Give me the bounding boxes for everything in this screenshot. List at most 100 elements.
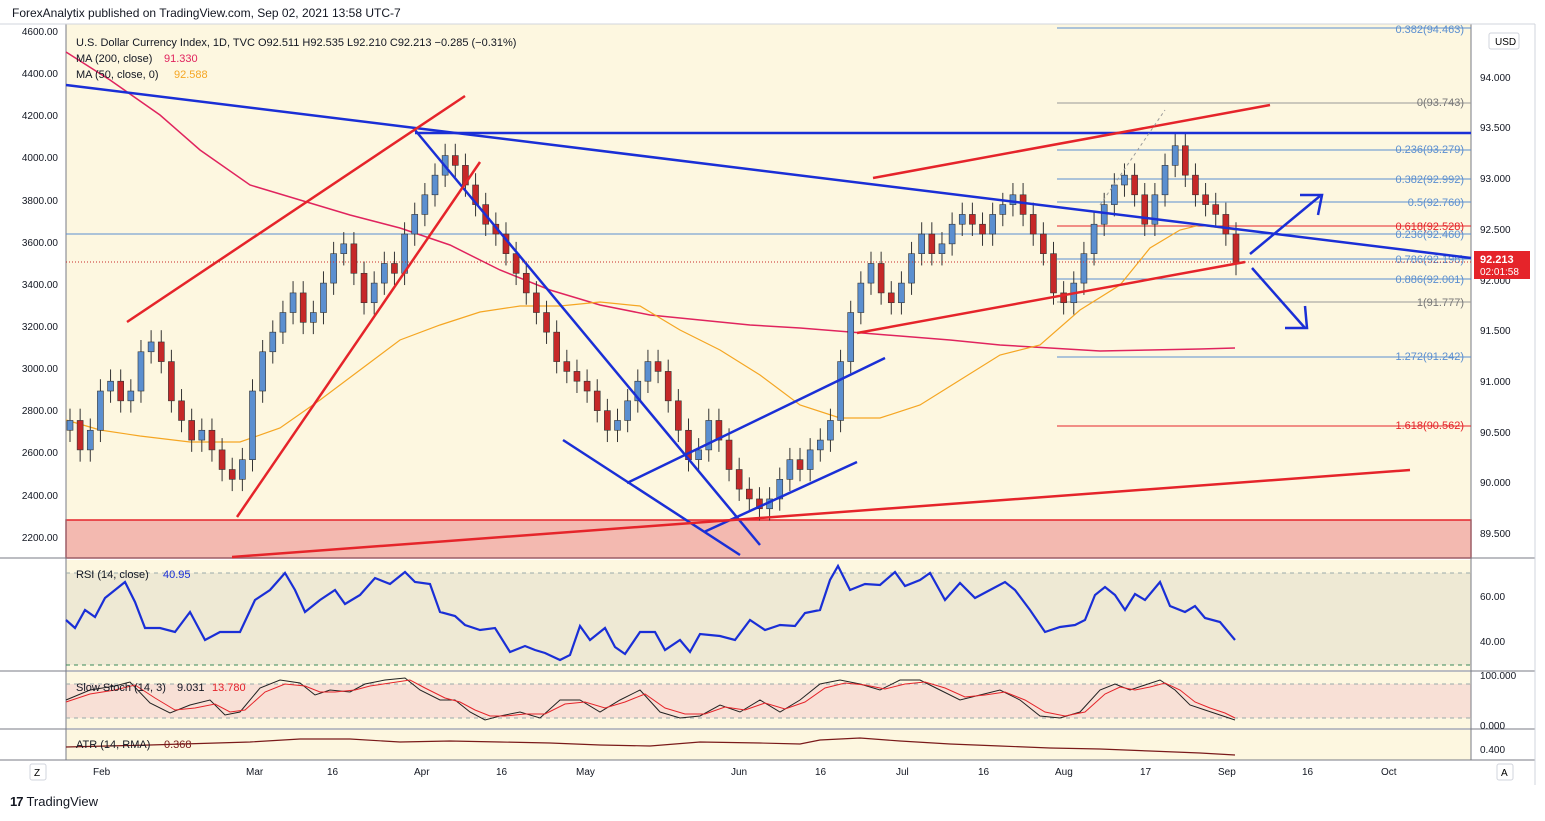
candle[interactable]	[259, 351, 266, 392]
candle[interactable]	[147, 341, 155, 353]
candle[interactable]	[208, 429, 216, 451]
candle[interactable]	[898, 282, 905, 304]
candle[interactable]	[157, 341, 165, 362]
candle[interactable]	[279, 312, 287, 333]
candle[interactable]	[827, 420, 834, 441]
candle[interactable]	[847, 312, 855, 362]
candle[interactable]	[431, 174, 439, 196]
candle[interactable]	[66, 420, 74, 431]
candle[interactable]	[705, 420, 713, 451]
candle[interactable]	[76, 420, 84, 451]
candle[interactable]	[867, 263, 875, 284]
candle[interactable]	[675, 400, 682, 431]
candle[interactable]	[512, 253, 520, 274]
candle[interactable]	[340, 243, 348, 254]
candle[interactable]	[1100, 204, 1108, 225]
candle[interactable]	[360, 272, 368, 304]
candle[interactable]	[533, 292, 540, 313]
stoch-d-line[interactable]	[65, 679, 1236, 719]
candle[interactable]	[1232, 233, 1240, 264]
candle[interactable]	[1151, 194, 1159, 225]
candle[interactable]	[664, 371, 672, 402]
candle[interactable]	[97, 390, 104, 431]
candle[interactable]	[198, 429, 206, 441]
candle[interactable]	[269, 331, 277, 353]
candle[interactable]	[877, 263, 885, 294]
candle[interactable]	[127, 390, 135, 402]
rsi-line[interactable]	[65, 563, 1236, 662]
candle[interactable]	[1222, 214, 1230, 235]
candle[interactable]	[1121, 174, 1128, 186]
candle[interactable]	[715, 420, 723, 441]
candle[interactable]	[1029, 214, 1037, 235]
candle[interactable]	[908, 253, 915, 284]
candle[interactable]	[249, 390, 256, 460]
candle[interactable]	[1009, 194, 1017, 205]
candle[interactable]	[735, 469, 743, 490]
candle[interactable]	[756, 498, 763, 510]
candle[interactable]	[522, 272, 530, 294]
main-pane[interactable]	[66, 24, 1471, 558]
candle[interactable]	[117, 380, 124, 402]
candle[interactable]	[604, 410, 611, 431]
candle[interactable]	[1060, 292, 1067, 304]
candle[interactable]	[553, 331, 560, 362]
candle[interactable]	[1019, 194, 1027, 215]
timezone-button[interactable]	[29, 763, 47, 781]
candle[interactable]	[299, 292, 307, 323]
candle[interactable]	[999, 204, 1007, 215]
candle[interactable]	[969, 214, 976, 225]
candle[interactable]	[614, 420, 621, 431]
candle[interactable]	[583, 380, 591, 392]
candle[interactable]	[107, 380, 114, 392]
trendlines[interactable]	[65, 83, 1472, 559]
candle[interactable]	[1192, 174, 1199, 196]
candle[interactable]	[1050, 253, 1057, 294]
candle[interactable]	[725, 439, 733, 470]
candle[interactable]	[1080, 253, 1088, 284]
candle[interactable]	[776, 479, 784, 500]
candle[interactable]	[310, 312, 317, 323]
candle[interactable]	[1141, 194, 1149, 225]
candle[interactable]	[857, 282, 865, 313]
candle[interactable]	[1202, 194, 1209, 205]
candle[interactable]	[320, 282, 327, 313]
ma50-line[interactable]	[65, 224, 1236, 443]
candle[interactable]	[228, 469, 236, 480]
candle[interactable]	[330, 253, 337, 284]
candle[interactable]	[350, 243, 358, 274]
candle[interactable]	[370, 282, 378, 304]
candle[interactable]	[573, 371, 581, 382]
candle[interactable]	[1212, 204, 1220, 215]
candle[interactable]	[381, 263, 388, 284]
candle[interactable]	[948, 223, 956, 245]
candle[interactable]	[593, 390, 601, 411]
candle[interactable]	[168, 361, 175, 402]
candle[interactable]	[1090, 223, 1098, 254]
candle[interactable]	[543, 312, 550, 333]
atr-pane[interactable]	[66, 730, 1471, 760]
candle[interactable]	[938, 243, 946, 254]
candle[interactable]	[695, 449, 702, 460]
candle[interactable]	[86, 429, 94, 451]
candle[interactable]	[989, 214, 996, 235]
candle[interactable]	[746, 488, 753, 500]
candle[interactable]	[918, 233, 925, 254]
candle[interactable]	[796, 459, 804, 470]
candle[interactable]	[289, 292, 297, 313]
candle[interactable]	[958, 214, 966, 225]
candle[interactable]	[816, 439, 824, 451]
candle[interactable]	[1111, 184, 1118, 205]
candle[interactable]	[806, 449, 814, 470]
candle[interactable]	[644, 361, 652, 382]
candle[interactable]	[928, 233, 936, 254]
candle[interactable]	[1161, 165, 1169, 196]
candle[interactable]	[391, 263, 398, 274]
candle[interactable]	[411, 214, 419, 235]
candle[interactable]	[1171, 145, 1179, 166]
candle[interactable]	[634, 380, 642, 402]
candle[interactable]	[421, 194, 429, 215]
candle[interactable]	[887, 292, 895, 304]
currency-button[interactable]	[1488, 32, 1520, 50]
candle[interactable]	[1131, 174, 1138, 196]
